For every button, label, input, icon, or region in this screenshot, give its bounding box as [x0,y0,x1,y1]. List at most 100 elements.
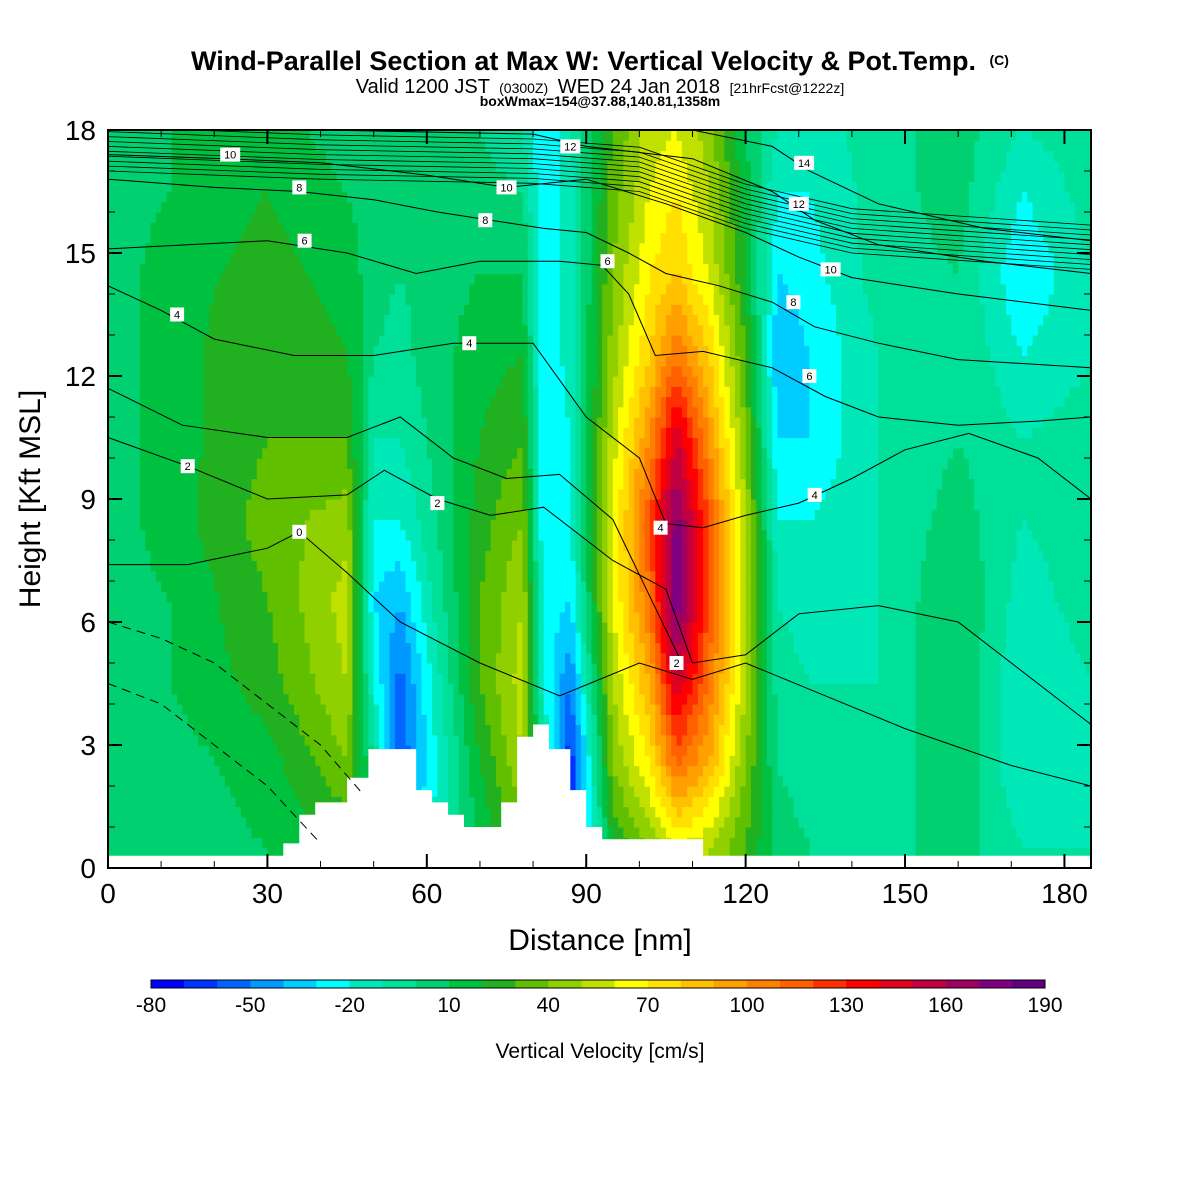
velocity-cell [448,704,454,715]
velocity-cell [150,642,157,654]
velocity-cell [256,345,263,357]
velocity-cell [278,488,284,500]
velocity-cell [341,263,348,275]
velocity-cell [283,816,290,828]
velocity-cell [214,550,221,562]
velocity-cell [256,386,263,398]
velocity-cell [208,837,215,849]
velocity-cell [309,468,316,480]
velocity-cell [421,683,428,695]
velocity-cell [410,447,417,459]
velocity-cell [198,652,205,664]
velocity-cell [442,181,449,193]
velocity-cell [256,222,263,234]
velocity-cell [129,140,136,152]
velocity-cell [134,786,141,797]
velocity-cell [384,160,391,172]
velocity-cell [474,714,481,726]
velocity-cell [394,519,401,531]
velocity-cell [283,201,290,213]
velocity-cell [320,488,327,500]
velocity-cell [416,468,423,480]
velocity-cell [448,601,454,613]
velocity-cell [325,642,332,654]
velocity-cell [139,529,146,541]
velocity-cell [155,427,162,439]
velocity-cell [469,775,476,787]
velocity-cell [378,283,385,295]
velocity-cell [251,683,258,695]
velocity-cell [118,355,125,367]
velocity-cell [129,171,136,182]
velocity-cell [469,673,476,685]
velocity-cell [288,406,295,418]
velocity-cell [432,273,439,285]
velocity-cell [341,140,348,152]
velocity-cell [363,673,369,685]
velocity-cell [293,560,300,572]
velocity-cell [357,591,364,603]
velocity-cell [336,642,343,654]
velocity-cell [272,601,279,613]
velocity-cell [299,724,306,736]
velocity-cell [256,130,263,141]
velocity-cell [134,755,141,767]
velocity-cell [177,560,183,572]
velocity-cell [262,683,268,695]
velocity-cell [182,468,189,480]
velocity-cell [357,345,364,357]
velocity-cell [384,581,391,592]
velocity-cell [129,499,136,510]
velocity-cell [219,827,226,838]
velocity-cell [118,663,125,674]
velocity-cell [182,796,189,808]
velocity-cell [193,130,199,141]
velocity-cell [421,376,428,387]
velocity-cell [389,529,396,541]
velocity-cell [256,191,263,203]
velocity-cell [400,632,407,644]
velocity-cell [283,365,290,377]
velocity-cell [240,458,247,469]
velocity-cell [108,201,114,213]
velocity-cell [283,386,290,398]
velocity-cell [400,181,407,193]
velocity-cell [389,509,396,521]
velocity-cell [299,396,306,408]
velocity-cell [437,386,444,398]
velocity-cell [341,273,348,285]
velocity-cell [113,417,120,428]
velocity-cell [309,775,316,787]
velocity-cell [394,632,401,644]
velocity-cell [464,222,470,234]
velocity-cell [421,386,428,398]
velocity-cell [177,540,183,551]
velocity-cell [384,509,391,521]
velocity-cell [139,622,146,633]
velocity-cell [198,478,205,490]
velocity-cell [219,314,226,326]
velocity-cell [251,806,258,818]
velocity-cell [283,294,290,305]
velocity-cell [118,160,125,172]
velocity-cell [378,683,385,695]
velocity-cell [246,417,253,428]
velocity-cell [230,642,237,654]
velocity-cell [272,273,279,285]
velocity-cell [288,796,295,808]
velocity-cell [309,324,316,336]
velocity-cell [113,396,120,408]
velocity-cell [161,745,168,756]
velocity-cell [155,642,162,654]
velocity-cell [464,816,470,828]
velocity-cell [293,837,300,849]
velocity-cell [182,591,189,603]
velocity-cell [389,683,396,695]
velocity-cell [389,499,396,510]
velocity-cell [341,355,348,367]
velocity-cell [219,160,226,172]
velocity-cell [267,724,274,736]
velocity-cell [336,212,343,223]
velocity-cell [235,765,242,777]
velocity-cell [421,673,428,685]
